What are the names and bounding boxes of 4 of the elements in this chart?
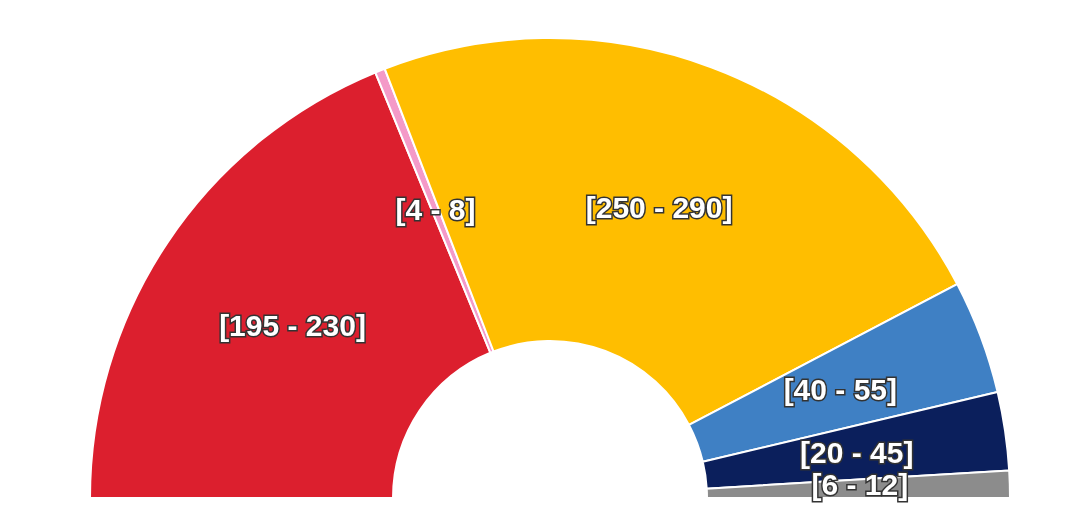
data-label: [40 - 55]: [783, 372, 898, 406]
data-label: [195 - 230]: [219, 308, 366, 342]
data-label: [20 - 45]: [800, 436, 914, 470]
data-label: [250 - 290]: [585, 191, 733, 225]
